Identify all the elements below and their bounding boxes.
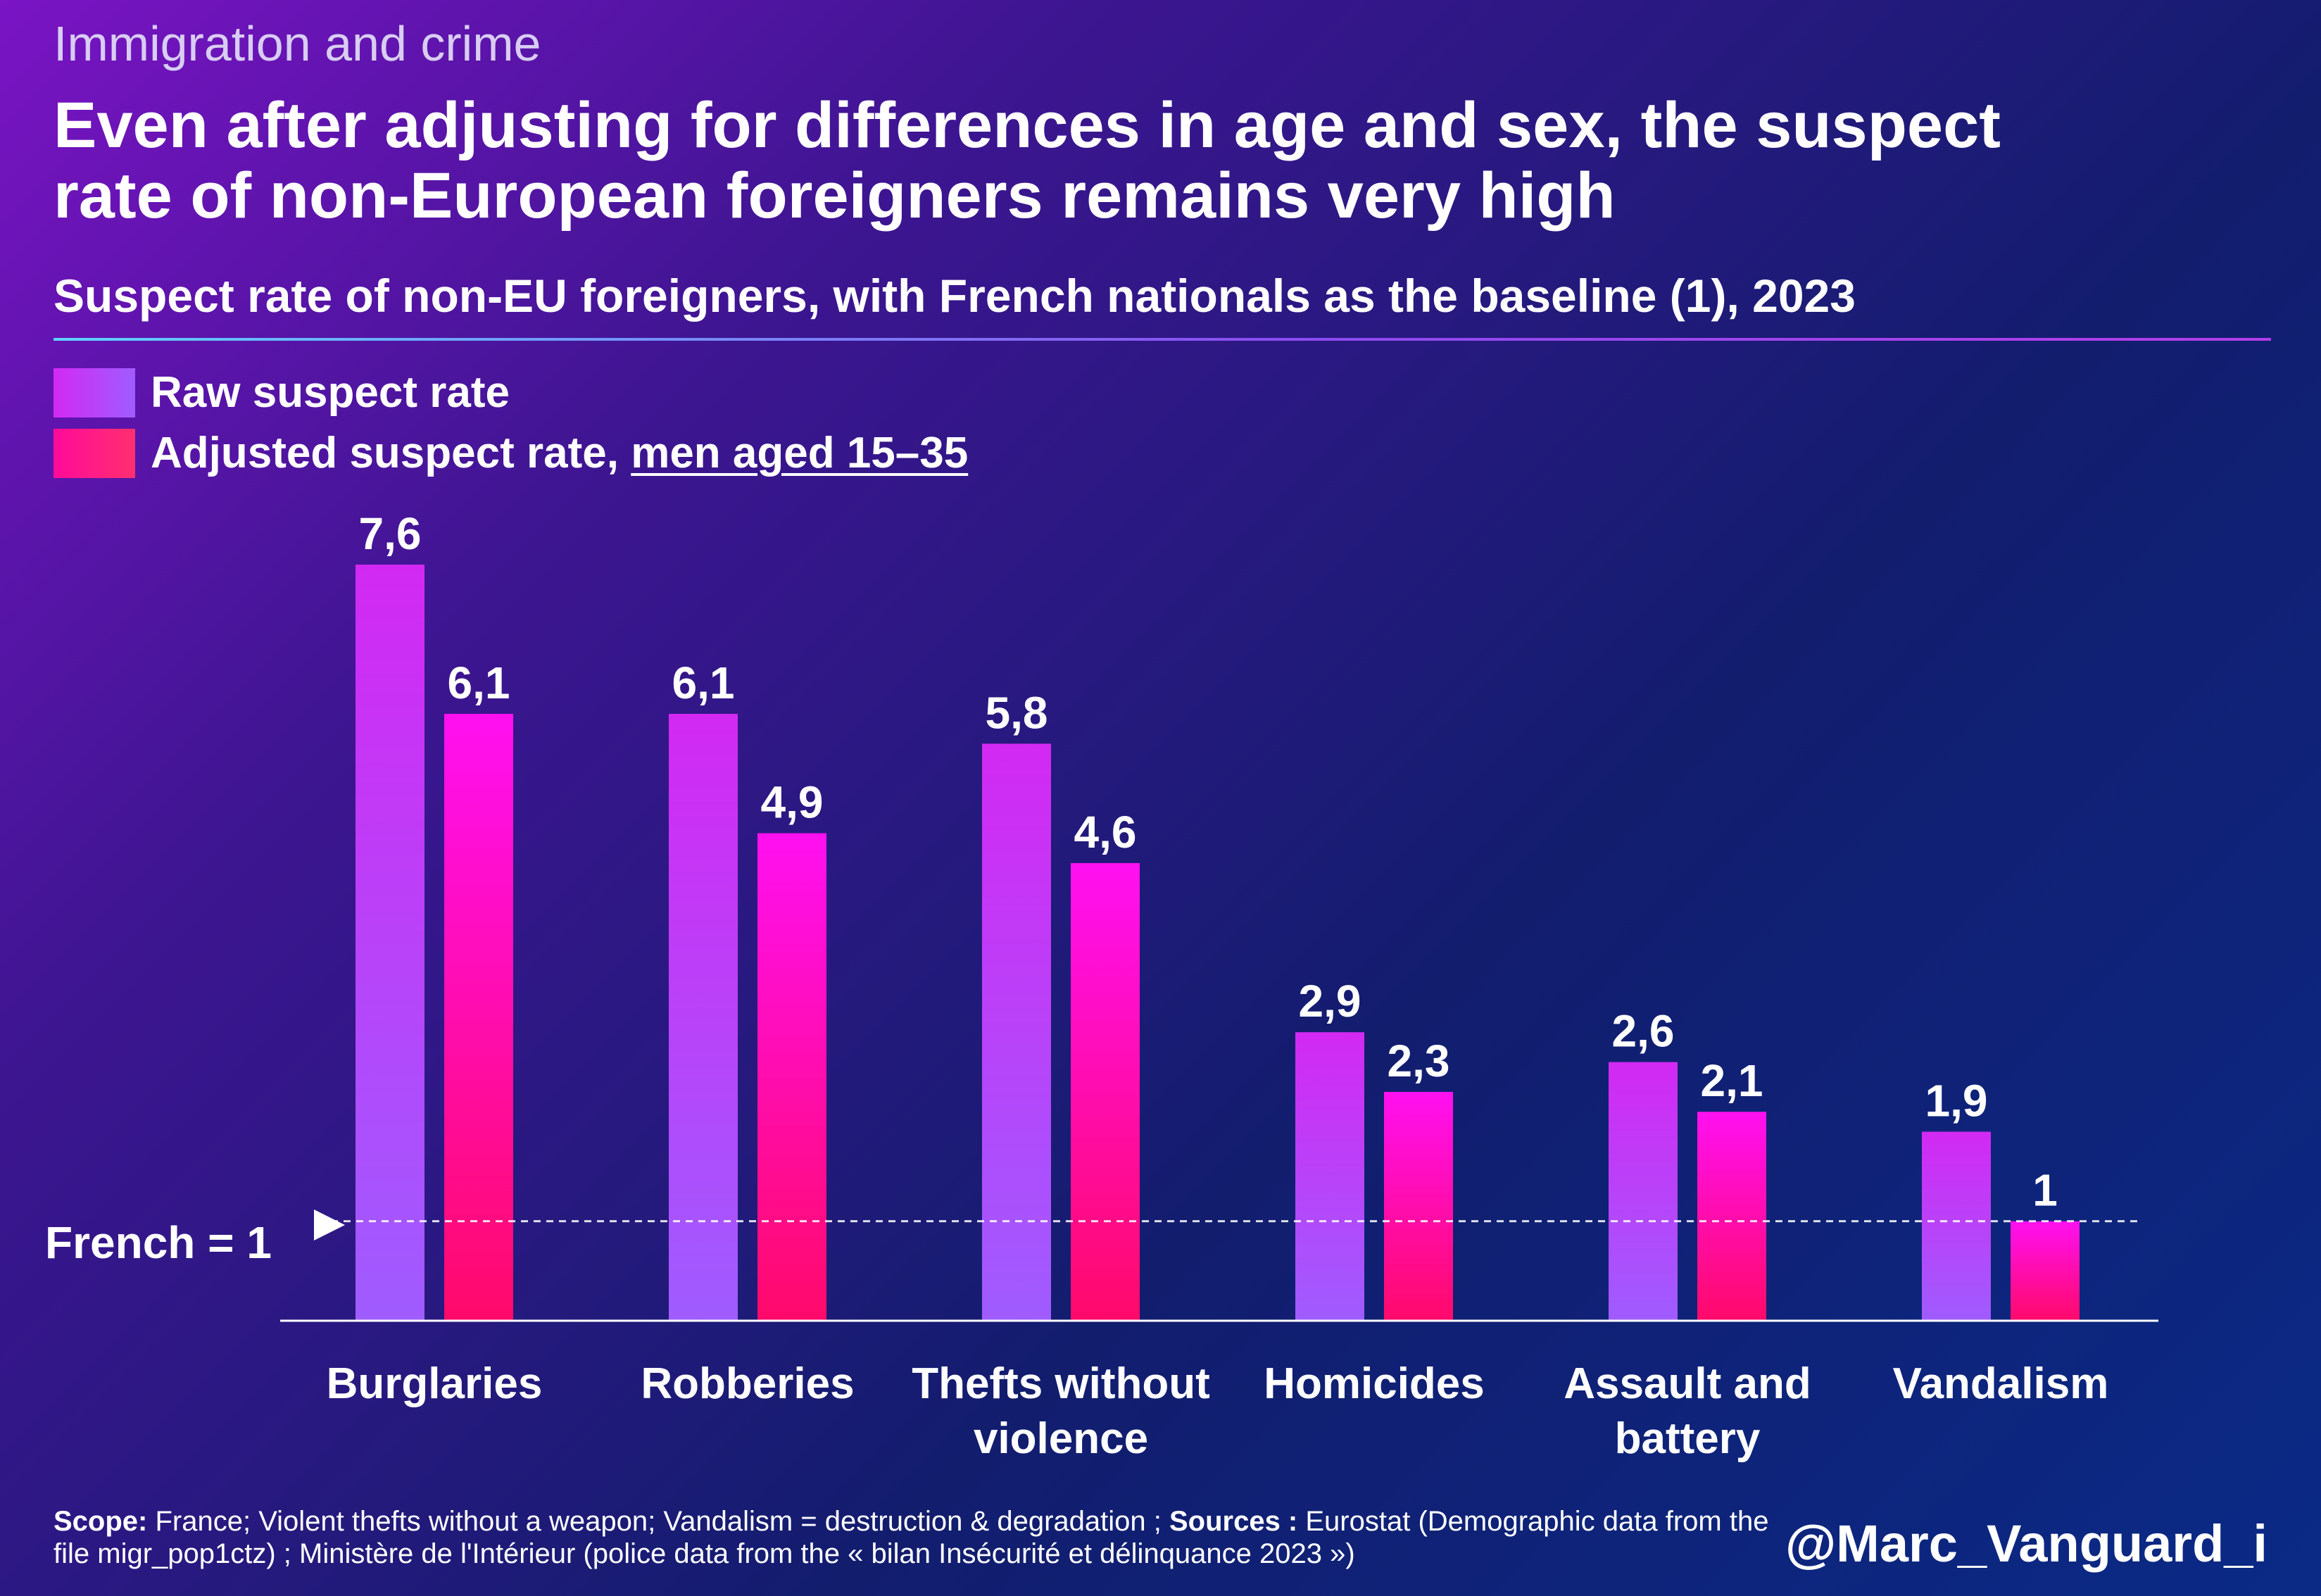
data-label-adjusted-5: 1: [2032, 1165, 2058, 1216]
data-label-adjusted-1: 4,9: [761, 777, 824, 828]
category-label-2: Thefts without violence: [912, 1359, 1210, 1463]
bar-raw-0: [356, 565, 424, 1321]
data-label-adjusted-4: 2,1: [1701, 1055, 1763, 1106]
legend-item-raw: Raw suspect rate: [54, 367, 510, 417]
headline: Even after adjusting for differences in …: [54, 89, 2001, 232]
legend-item-adjusted: Adjusted suspect rate, men aged 15–35: [54, 428, 968, 478]
bar-adjusted-3: [1384, 1091, 1453, 1321]
chart-subtitle: Suspect rate of non-EU foreigners, with …: [54, 270, 1856, 322]
kicker: Immigration and crime: [54, 16, 541, 71]
legend-label-raw: Raw suspect rate: [151, 368, 510, 417]
data-label-adjusted-0: 6,1: [448, 658, 510, 708]
category-label-5: Vandalism: [1893, 1359, 2109, 1408]
author-handle: @Marc_Vanguard_i: [1785, 1514, 2267, 1573]
category-label-4: Assault and battery: [1564, 1359, 1811, 1463]
data-label-adjusted-3: 2,3: [1388, 1036, 1450, 1086]
bar-raw-2: [982, 743, 1051, 1321]
data-label-raw-3: 2,9: [1299, 976, 1361, 1026]
legend-label-adjusted: Adjusted suspect rate,: [151, 429, 631, 477]
data-label-adjusted-2: 4,6: [1074, 807, 1137, 857]
bar-raw-3: [1295, 1032, 1364, 1321]
footnote-sources-text: Eurostat (Demographic data from the file…: [54, 1506, 1777, 1569]
bar-adjusted-4: [1697, 1112, 1766, 1321]
footnote-sources-label: Sources :: [1169, 1506, 1298, 1537]
bar-adjusted-0: [444, 713, 513, 1321]
data-label-raw-1: 6,1: [672, 658, 735, 708]
category-label-1: Robberies: [641, 1359, 854, 1408]
baseline-arrow-icon: [314, 1209, 345, 1240]
legend-swatch-adjusted: [54, 428, 135, 478]
bar-adjusted-5: [2011, 1221, 2080, 1321]
data-label-raw-2: 5,8: [986, 687, 1048, 738]
category-label-3: Homicides: [1264, 1359, 1485, 1408]
footnote-scope-text: France; Violent thefts without a weapon;…: [147, 1506, 1169, 1537]
legend-swatch-raw: [54, 367, 135, 417]
footnote-scope-label: Scope:: [54, 1506, 148, 1537]
bar-adjusted-1: [757, 833, 826, 1321]
category-label-0: Burglaries: [327, 1359, 543, 1408]
bar-raw-5: [1922, 1131, 1991, 1321]
bar-raw-4: [1609, 1062, 1678, 1321]
data-label-raw-0: 7,6: [359, 508, 422, 559]
legend-link-men-15-35[interactable]: men aged 15–35: [631, 429, 969, 477]
bar-adjusted-2: [1071, 862, 1140, 1321]
bar-raw-1: [669, 713, 738, 1321]
footnote: Scope: France; Violent thefts without a …: [54, 1505, 1785, 1570]
baseline-label: French = 1: [45, 1217, 272, 1268]
data-label-raw-5: 1,9: [1925, 1076, 1988, 1126]
data-label-raw-4: 2,6: [1612, 1006, 1675, 1057]
subtitle-rule: [54, 338, 2271, 341]
